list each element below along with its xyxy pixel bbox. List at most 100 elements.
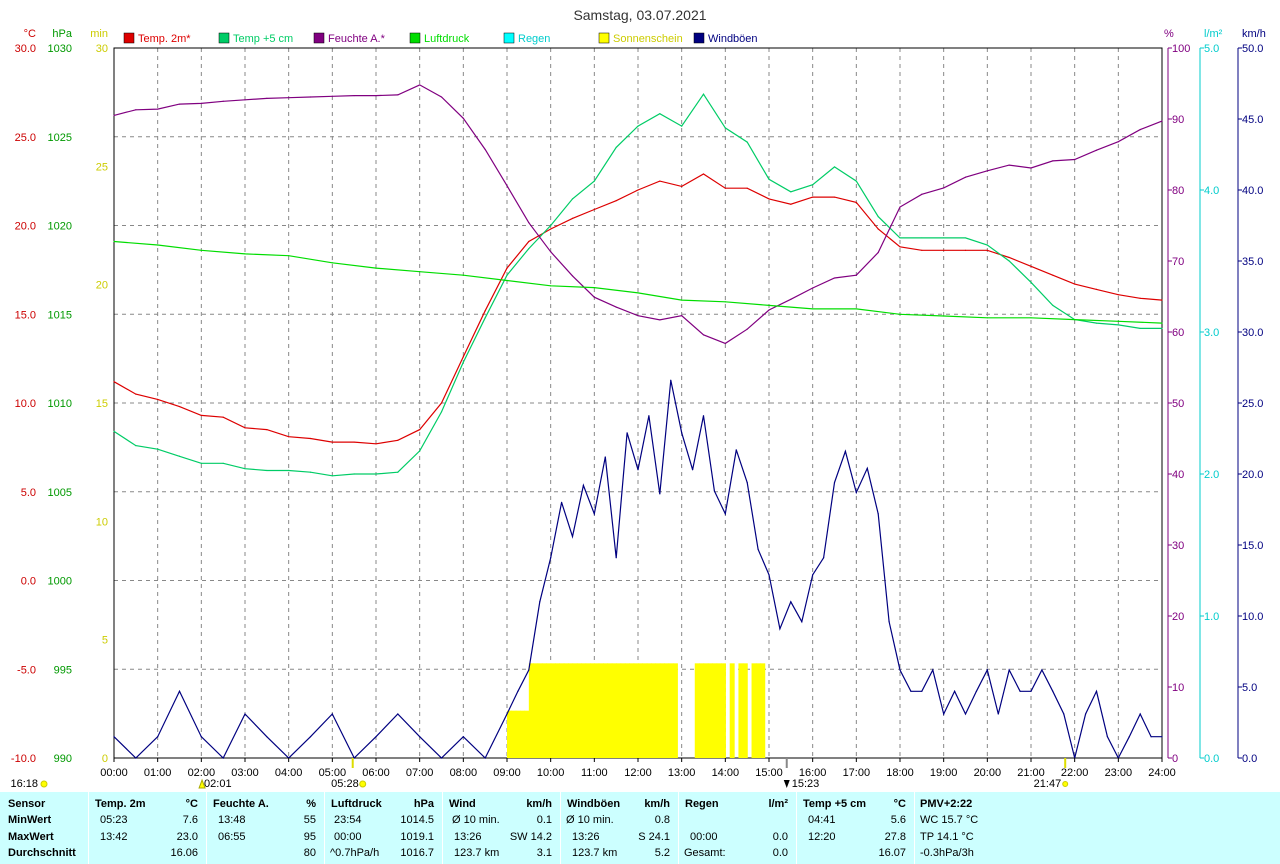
panel-regen: Regen l/m² 00:00 0.0 Gesamt: 0.0 [678,792,796,864]
tick-label-sun: 10 [96,516,108,528]
data-point [375,443,377,445]
data-point [113,430,115,432]
data-point [768,198,770,200]
tick-label-wind: 15.0 [1242,540,1263,552]
data-point [964,249,967,251]
tick-label-hum: 90 [1172,114,1184,126]
data-point [1008,669,1010,671]
data-point [266,429,268,431]
data-point [801,621,803,623]
x-tick-label: 00:00 [100,767,128,779]
wind-unit: km/h [526,798,552,810]
data-point [1052,160,1054,162]
axis-unit-press: hPa [52,28,72,40]
data-point [855,201,857,204]
boeen-title: Windböen [567,798,621,810]
sunshine-bar [703,663,709,758]
legend-swatch [598,32,610,44]
data-point [713,490,716,492]
feuchte-title: Feuchte A. [213,798,269,810]
x-tick-label: 19:00 [930,767,958,779]
tick-label-hum: 70 [1172,256,1184,268]
panel-windboeen: Windböen km/h Ø 10 min. 0.8 13:26 S 24.1… [560,792,678,864]
data-point [571,217,574,219]
data-point [1030,167,1032,169]
data-point [135,109,137,111]
data-point [615,306,617,308]
data-point [844,450,847,452]
feuchte-max: 95 [303,831,316,843]
x-tick-label: 02:00 [188,767,216,779]
data-point [113,240,115,243]
data-point [593,287,595,289]
data-point [550,224,552,227]
sunshine-bar [563,663,569,758]
data-point [222,757,224,759]
data-point [419,450,421,452]
data-point [681,125,683,127]
data-point [899,313,901,315]
data-point [1161,322,1163,324]
x-tick-label: 03:00 [231,767,259,779]
feuchte-avg: 80 [303,847,316,859]
data-point [135,757,137,759]
sunshine-bar [707,663,713,758]
data-point [648,415,650,417]
sunshine-bar [559,663,565,758]
data-point [702,415,705,417]
data-point [506,713,508,715]
tick-label-press: 990 [54,753,72,765]
data-point [943,249,945,251]
sunshine-bar [624,663,630,758]
panel-pmv: PMV+2:22 WC 15.7 °C TP 14.1 °C -0.3hPa/3… [914,792,1034,864]
tick-label-hum: 80 [1172,185,1184,197]
sunshine-bar [528,663,534,758]
boeen-unit: km/h [644,798,670,810]
temp2m-unit: °C [185,798,198,810]
data-point [440,757,443,759]
data-point [921,249,923,251]
data-point [244,713,246,715]
data-point [484,310,486,312]
data-point [419,271,421,273]
data-point [1084,713,1087,715]
x-tick-label: 10:00 [537,767,565,779]
x-tick-label: 13:00 [668,767,696,779]
culmination-marker [783,780,790,788]
data-point [550,285,552,287]
wind-max: SW 14.2 [509,831,552,843]
tick-label-sun: 25 [96,161,108,173]
data-point [1030,317,1032,319]
data-point [309,437,312,440]
data-point [1161,299,1163,301]
tick-label-wind: 20.0 [1242,469,1263,481]
x-tick-label: 05:00 [319,767,347,779]
data-point [822,557,825,559]
sunshine-bar [751,663,757,758]
data-point [888,621,890,623]
x-tick-label: 08:00 [450,767,478,779]
data-point [724,187,726,189]
data-point [1095,322,1098,324]
time-markers: 16:18 02:01 05:28 15:23 21:47 [10,758,1069,790]
data-point [1161,736,1163,738]
x-tick-label: 23:00 [1105,767,1133,779]
temp2m-max-time: 13:42 [100,831,128,843]
data-point [157,448,159,450]
culmination-label: 15:23 [792,778,820,790]
data-point [855,274,857,276]
sunshine-bar [664,663,670,758]
tick-label-hum: 60 [1172,327,1184,339]
luft-trend: ^0.7hPa/h [330,847,380,859]
data-point [550,251,552,253]
data-point [593,180,595,182]
sunshine-bar [633,663,639,758]
sunshine-bar [629,663,635,758]
data-point [506,185,508,187]
wind-title: Wind [449,798,476,810]
data-point [681,432,683,434]
data-point [1052,690,1054,692]
data-point [244,253,246,255]
data-point [1041,669,1043,671]
data-point [724,127,726,129]
